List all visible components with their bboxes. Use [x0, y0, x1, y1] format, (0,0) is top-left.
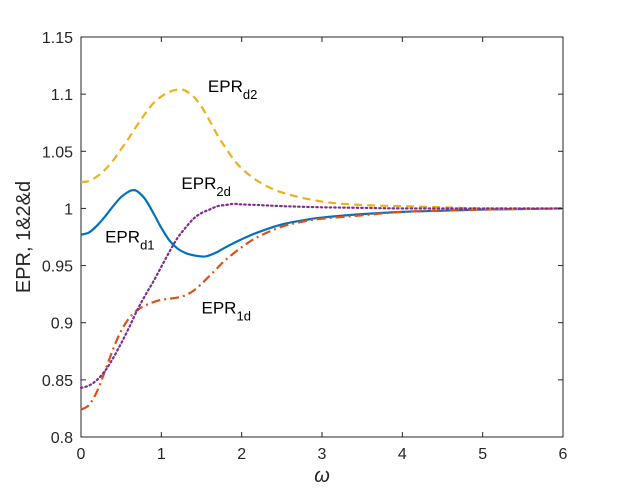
ticks-layer: 0 1 2 3 4 5 6 0.8 0.85 0.9 0.95 1 1.05 1.1 1.15: [42, 30, 568, 463]
series-label-epr-d2: EPRd2: [208, 77, 257, 102]
series-line-epr-d2: [80, 88, 564, 210]
x-axis-title: ω: [314, 465, 330, 487]
series-label-epr-1d: EPR1d: [202, 299, 251, 324]
y-tick-label: 0.95: [42, 259, 73, 276]
series-label-sub: d1: [140, 238, 154, 253]
series-label-main: EPR: [181, 174, 216, 193]
y-tick-label: 1.1: [51, 87, 73, 104]
plot-area: [80, 36, 564, 438]
x-tick-label: 2: [237, 446, 246, 463]
x-tick-label: 1: [157, 446, 166, 463]
series-label-main: EPR: [202, 299, 237, 318]
series-label-sub: 1d: [236, 309, 250, 324]
y-tick-label: 0.9: [51, 316, 73, 333]
series-label-main: EPR: [105, 228, 140, 247]
x-tick-label: 4: [398, 446, 407, 463]
series-label-epr-2d: EPR2d: [181, 174, 230, 199]
y-tick-label: 1.15: [42, 30, 73, 47]
y-tick-label: 0.85: [42, 373, 73, 390]
y-axis-title: EPR, 1&2&d: [13, 181, 35, 293]
series-line-epr-2d: [79, 202, 565, 389]
series-label-sub: 2d: [216, 184, 230, 199]
series-label-epr-d1: EPRd1: [105, 228, 154, 253]
y-tick-label: 1: [64, 201, 73, 218]
x-tick-label: 3: [318, 446, 327, 463]
x-tick-label: 0: [77, 446, 86, 463]
series-layer: [79, 88, 565, 411]
x-tick-label: 6: [559, 446, 568, 463]
y-tick-label: 1.05: [42, 144, 73, 161]
y-tick-label: 0.8: [51, 430, 73, 447]
series-line-epr-d1: [80, 189, 564, 258]
x-tick-label: 5: [478, 446, 487, 463]
series-label-main: EPR: [208, 77, 243, 96]
series-label-sub: d2: [243, 87, 257, 102]
